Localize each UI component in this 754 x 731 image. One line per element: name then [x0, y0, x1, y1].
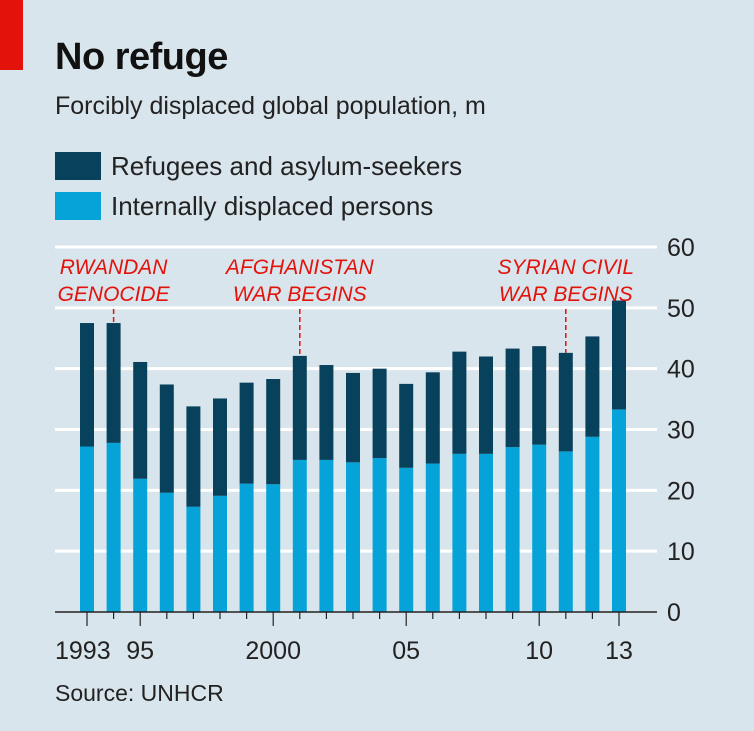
y-tick-label: 20: [667, 477, 695, 505]
bar-idp: [106, 442, 121, 612]
bar-idp: [425, 463, 440, 612]
annotation-label: AFGHANISTAN: [224, 256, 375, 279]
bar-refugees: [585, 336, 600, 437]
bar-refugees: [133, 361, 148, 479]
y-tick-label: 0: [667, 599, 681, 627]
chart-subtitle: Forcibly displaced global population, m: [55, 92, 486, 120]
bar-refugees: [505, 348, 520, 448]
x-tick-label: 10: [525, 637, 553, 665]
legend: Refugees and asylum-seekers Internally d…: [55, 146, 462, 226]
bar-refugees: [346, 372, 360, 463]
bar-idp: [558, 451, 573, 612]
bar-refugees: [479, 356, 493, 454]
bar-idp: [399, 467, 414, 612]
y-tick-label: 30: [667, 417, 695, 445]
bar-refugees: [532, 346, 547, 445]
bar-refugees: [425, 372, 440, 464]
bar-idp: [213, 495, 227, 612]
legend-label-idp: Internally displaced persons: [111, 190, 434, 221]
y-tick-label: 40: [667, 356, 695, 384]
legend-swatch-refugees: [55, 152, 101, 180]
bar-refugees: [266, 379, 281, 485]
x-tick-label: 95: [126, 637, 154, 665]
x-tick-label: 2000: [245, 637, 301, 665]
annotation-label: SYRIAN CIVIL: [498, 256, 635, 279]
bar-idp: [133, 478, 148, 612]
bar-idp: [292, 459, 307, 612]
annotation-label: GENOCIDE: [58, 283, 171, 306]
bar-idp: [479, 453, 493, 612]
bar-idp: [505, 447, 520, 612]
bar-idp: [266, 484, 281, 612]
bar-idp: [186, 506, 201, 612]
chart-title: No refuge: [55, 36, 228, 78]
y-tick-label: 60: [667, 234, 695, 262]
bar-refugees: [159, 384, 174, 493]
x-tick-label: 1993: [55, 637, 111, 665]
legend-item-idp: Internally displaced persons: [55, 186, 462, 226]
annotation-label: WAR BEGINS: [499, 283, 633, 306]
bar-idp: [346, 462, 360, 612]
bar-idp: [319, 459, 334, 612]
bar-idp: [372, 458, 387, 612]
legend-item-refugees: Refugees and asylum-seekers: [55, 146, 462, 186]
bar-idp: [80, 446, 94, 612]
bar-refugees: [106, 323, 121, 443]
bar-refugees: [186, 406, 201, 507]
y-tick-label: 50: [667, 295, 695, 323]
bar-refugees: [558, 352, 573, 452]
bar-refugees: [80, 323, 94, 447]
bar-idp: [452, 453, 467, 612]
bar-idp: [585, 436, 600, 612]
bar-refugees: [319, 365, 334, 460]
x-tick-label: 05: [392, 637, 420, 665]
source-note: Source: UNHCR: [55, 680, 224, 706]
x-tick-label: 13: [605, 637, 633, 665]
bar-idp: [159, 492, 174, 612]
bar-refugees: [399, 383, 414, 468]
legend-swatch-idp: [55, 192, 101, 220]
annotation-label: RWANDAN: [60, 256, 169, 279]
bar-refugees: [612, 300, 626, 410]
legend-label-refugees: Refugees and asylum-seekers: [111, 150, 463, 181]
bar-idp: [612, 409, 626, 612]
y-tick-label: 10: [667, 538, 695, 566]
bar-refugees: [372, 368, 387, 459]
annotation-label: WAR BEGINS: [233, 283, 367, 306]
brand-red-tag: [0, 0, 23, 70]
bar-idp: [239, 483, 254, 612]
bar-idp: [532, 444, 547, 612]
bar-refugees: [213, 398, 227, 496]
bar-refugees: [452, 351, 467, 454]
bar-refugees: [292, 355, 307, 460]
bar-refugees: [239, 382, 254, 484]
